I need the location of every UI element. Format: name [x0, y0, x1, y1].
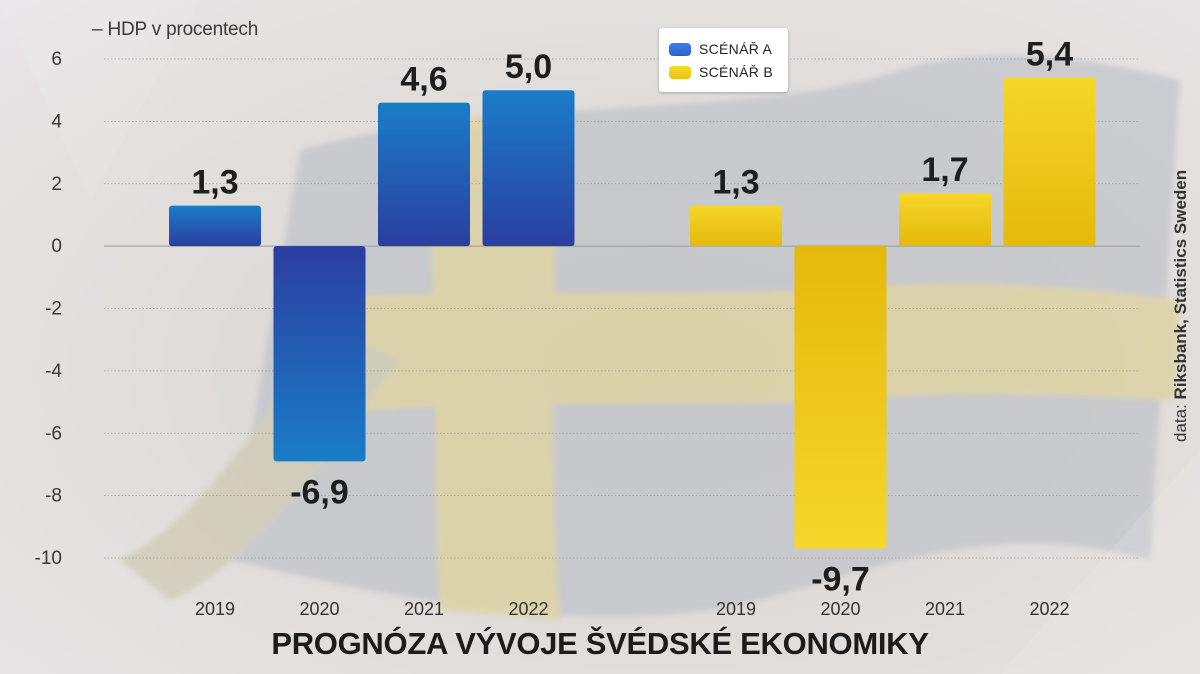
labels: 6 4 2 0 -2 -4 -6 -8 -10 1,3 2019 -6,9 2020 4,6 2021 5,0…	[35, 36, 1074, 619]
bar	[1003, 77, 1096, 247]
data-label: 4,6	[400, 61, 447, 99]
y-tick-label: 0	[51, 236, 62, 257]
gridlines	[104, 58, 1140, 559]
x-tick-label: 2021	[925, 599, 965, 619]
x-tick-label: 2020	[820, 599, 860, 619]
x-tick-label: 2022	[508, 599, 548, 619]
bar	[690, 205, 782, 247]
bar	[794, 246, 887, 549]
x-tick-label: 2019	[195, 599, 235, 619]
y-tick-label: -2	[45, 299, 62, 320]
bar	[899, 193, 991, 247]
data-label: 1,3	[712, 164, 759, 202]
source-prefix: data:	[1171, 399, 1190, 442]
chart-title: PROGNÓZA VÝVOJE ŠVÉDSKÉ EKONOMIKY	[271, 626, 929, 661]
data-label: -6,9	[290, 473, 349, 511]
x-tick-label: 2021	[404, 599, 444, 619]
legend: SCÉNÁŘ A SCÉNÁŘ B	[659, 28, 788, 92]
legend-item-a: SCÉNÁŘ A	[669, 38, 772, 60]
legend-label-b: SCÉNÁŘ B	[699, 64, 773, 80]
y-tick-label: -8	[45, 486, 62, 507]
source-note: data: Riksbank, Statistics Sweden	[1171, 170, 1191, 442]
data-label: 5,4	[1026, 36, 1073, 74]
y-tick-label: 6	[51, 49, 62, 70]
y-tick-label: -10	[35, 548, 62, 569]
data-label: 1,3	[191, 164, 238, 202]
x-tick-label: 2020	[299, 599, 339, 619]
bar	[273, 246, 366, 462]
y-tick-label: -4	[45, 361, 62, 382]
source-text: Riksbank, Statistics Sweden	[1171, 169, 1190, 400]
y-tick-label: 4	[51, 111, 62, 132]
y-tick-label: -6	[45, 423, 62, 444]
bar	[378, 102, 470, 247]
legend-swatch-a	[669, 42, 691, 56]
legend-swatch-b	[669, 65, 691, 79]
x-tick-label: 2022	[1029, 599, 1069, 619]
x-tick-label: 2019	[716, 599, 756, 619]
legend-label-a: SCÉNÁŘ A	[699, 41, 773, 57]
legend-item-b: SCÉNÁŘ B	[669, 61, 773, 83]
y-axis-label: – HDP v procentech	[92, 19, 259, 40]
y-tick-label: 2	[51, 174, 62, 195]
data-label: 5,0	[505, 48, 552, 86]
bar	[169, 205, 261, 247]
bars	[169, 77, 1096, 549]
data-label: 1,7	[921, 151, 968, 189]
data-label: -9,7	[811, 561, 870, 599]
bar	[482, 90, 575, 247]
